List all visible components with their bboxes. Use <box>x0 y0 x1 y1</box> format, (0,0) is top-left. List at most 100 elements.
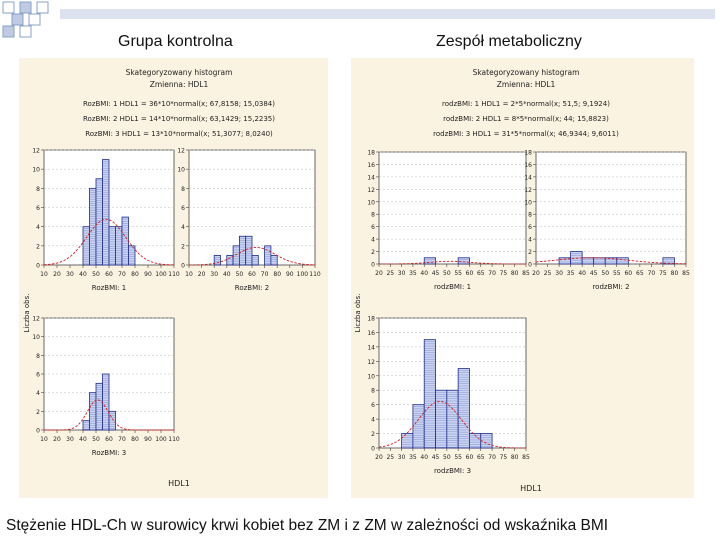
y-tick-label: 6 <box>371 224 375 231</box>
x-tick-label: 85 <box>682 270 690 277</box>
x-tick-label: 70 <box>118 271 126 278</box>
x-tick-label: 30 <box>66 436 74 443</box>
x-tick-label: 110 <box>309 271 321 278</box>
x-tick-label: 10 <box>185 271 193 278</box>
y-tick-label: 4 <box>528 237 532 244</box>
y-tick-label: 10 <box>32 167 40 174</box>
y-tick-label: 8 <box>371 212 375 219</box>
y-tick-label: 12 <box>32 148 40 155</box>
x-tick-label: 110 <box>168 271 180 278</box>
x-tick-label: 30 <box>398 454 406 461</box>
histogram-bar <box>108 410 116 431</box>
x-tick-label: 80 <box>511 454 519 461</box>
histogram-bar <box>245 235 253 266</box>
right-heading: Zespół metaboliczny <box>436 33 582 50</box>
legend-entry: rodzBMI: 1 HDL1 = 2*5*normal(x; 51,5; 9,… <box>442 100 610 108</box>
x-tick-label: 50 <box>92 271 100 278</box>
decorative-square <box>28 13 41 26</box>
decorative-square <box>11 13 24 26</box>
y-tick-label: 6 <box>36 205 40 212</box>
x-tick-label: 20 <box>532 270 540 277</box>
y-tick-label: 4 <box>36 390 40 397</box>
histogram-bar <box>480 433 493 449</box>
x-tick-label: 35 <box>409 454 417 461</box>
subplot-label: RozBMI: 2 <box>235 284 269 292</box>
y-tick-label: 8 <box>528 212 532 219</box>
histogram-bar <box>616 257 629 265</box>
x-tick-label: 65 <box>477 270 485 277</box>
subplot-label: rodzBMI: 2 <box>592 283 629 291</box>
histogram-bar <box>457 257 470 265</box>
histogram-bar <box>457 368 470 449</box>
legend-entry: RozBMI: 2 HDL1 = 14*10*normal(x; 63,1429… <box>83 115 275 123</box>
y-tick-label: 8 <box>181 186 185 193</box>
histogram-bar <box>604 257 618 265</box>
subplot-label: rodzBMI: 1 <box>434 283 471 291</box>
histogram-bar <box>232 245 240 266</box>
decorative-squares <box>2 1 715 38</box>
x-tick-label: 50 <box>443 454 451 461</box>
x-tick-label: 30 <box>210 271 218 278</box>
x-tick-label: 100 <box>155 436 167 443</box>
y-tick-label: 10 <box>524 199 532 206</box>
x-tick-label: 40 <box>223 271 231 278</box>
x-tick-label: 80 <box>131 436 139 443</box>
x-tick-label: 30 <box>398 270 406 277</box>
subplot-label: rodzBMI: 3 <box>434 467 471 475</box>
x-tick-label: 25 <box>386 454 394 461</box>
x-tick-label: 60 <box>466 454 474 461</box>
histogram-bar <box>108 226 116 266</box>
histogram-bar <box>115 226 123 266</box>
right-histogram-panel: Skategoryzowany histogram Zmienna: HDL1 … <box>351 58 694 498</box>
normal-curve <box>535 257 687 265</box>
x-tick-label: 85 <box>522 454 530 461</box>
y-tick-label: 2 <box>36 243 40 250</box>
decorative-square <box>2 1 15 14</box>
y-tick-label: 12 <box>524 187 532 194</box>
y-tick-label: 18 <box>367 150 375 157</box>
y-tick-label: 14 <box>367 174 375 181</box>
x-tick-label: 30 <box>66 271 74 278</box>
histogram-bar <box>270 255 278 266</box>
x-tick-label: 60 <box>466 270 474 277</box>
y-tick-label: 8 <box>36 186 40 193</box>
x-tick-label: 40 <box>420 454 428 461</box>
x-tick-label: 10 <box>40 271 48 278</box>
histogram-bar <box>213 255 221 266</box>
x-tick-label: 55 <box>613 270 621 277</box>
x-tick-label: 35 <box>567 270 575 277</box>
y-tick-label: 2 <box>36 409 40 416</box>
y-tick-label: 4 <box>36 224 40 231</box>
x-tick-label: 20 <box>53 271 61 278</box>
decorative-band <box>60 9 715 19</box>
y-tick-label: 6 <box>181 205 185 212</box>
x-tick-label: 45 <box>432 454 440 461</box>
x-tick-label: 40 <box>79 436 87 443</box>
x-tick-label: 35 <box>409 270 417 277</box>
x-tick-label: 60 <box>105 271 113 278</box>
y-tick-label: 14 <box>524 174 532 181</box>
left-heading: Grupa kontrolna <box>118 33 233 50</box>
decorative-square <box>19 25 32 38</box>
y-tick-label: 10 <box>367 199 375 206</box>
histogram-bar <box>89 187 97 266</box>
x-tick-label: 25 <box>386 270 394 277</box>
chart-subtitle: Zmienna: HDL1 <box>497 80 556 89</box>
x-tick-label: 60 <box>624 270 632 277</box>
x-axis-label: HDL1 <box>168 479 190 488</box>
histogram-bar <box>662 257 675 265</box>
x-tick-label: 80 <box>273 271 281 278</box>
plot-frame <box>535 151 687 265</box>
subplot-label: RozBMI: 1 <box>92 284 126 292</box>
x-tick-label: 20 <box>375 270 383 277</box>
x-tick-label: 40 <box>79 271 87 278</box>
y-tick-label: 2 <box>181 243 185 250</box>
y-tick-label: 0 <box>371 262 375 269</box>
left-histogram-panel: Skategoryzowany histogram Zmienna: HDL1 … <box>19 58 328 498</box>
y-tick-label: 8 <box>371 388 375 395</box>
y-tick-label: 16 <box>367 162 375 169</box>
y-tick-label: 12 <box>177 148 185 155</box>
x-tick-label: 75 <box>500 454 508 461</box>
x-tick-label: 40 <box>420 270 428 277</box>
x-tick-label: 50 <box>443 270 451 277</box>
